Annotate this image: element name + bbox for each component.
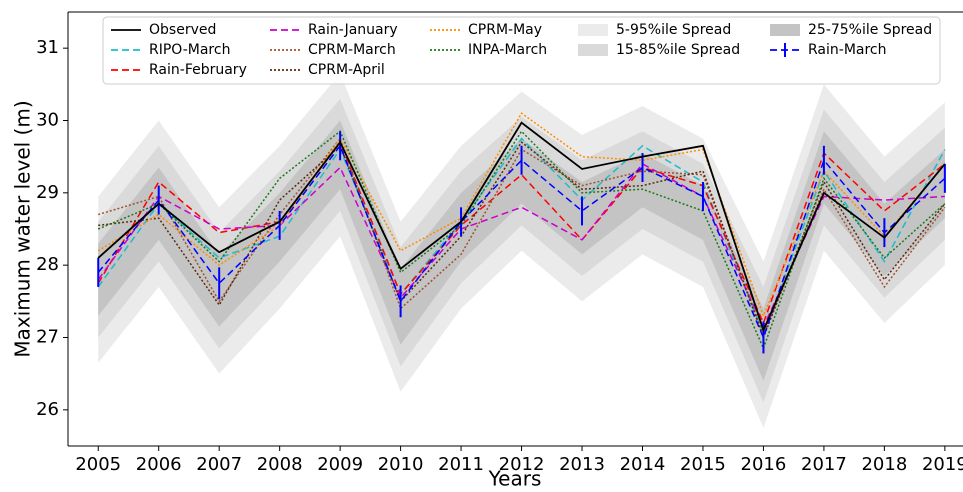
x-tick-label: 2005 bbox=[75, 454, 121, 475]
y-tick-label: 29 bbox=[36, 182, 59, 203]
y-axis-label: Maximum water level (m) bbox=[11, 100, 35, 357]
x-axis-label: Years bbox=[488, 467, 542, 491]
y-tick-label: 26 bbox=[36, 399, 59, 420]
legend-label: INPA-March bbox=[468, 42, 547, 58]
y-tick-label: 30 bbox=[36, 110, 59, 131]
legend-swatch bbox=[578, 44, 608, 56]
x-tick-label: 2011 bbox=[438, 454, 484, 475]
series-line bbox=[97, 162, 945, 329]
plot-area bbox=[97, 73, 946, 428]
legend-label: Observed bbox=[149, 22, 216, 38]
legend-swatch bbox=[578, 24, 608, 36]
x-tick-label: 2017 bbox=[801, 454, 847, 475]
legend: Observed RIPO-March Rain-February Rain-Janu… bbox=[102, 16, 941, 85]
x-tick-label: 2013 bbox=[559, 454, 605, 475]
x-tick-label: 2015 bbox=[680, 454, 726, 475]
x-tick-label: 2016 bbox=[741, 454, 787, 475]
legend-label: CPRM-May bbox=[468, 22, 542, 38]
x-tick-label: 2008 bbox=[257, 454, 303, 475]
legend-label: 25-75%ile Spread bbox=[808, 22, 932, 38]
series-line bbox=[97, 112, 946, 318]
x-tick-label: 2019 bbox=[922, 454, 963, 475]
x-tick-label: 2010 bbox=[378, 454, 424, 475]
x-tick-label: 2009 bbox=[317, 454, 363, 475]
legend-label: 15-85%ile Spread bbox=[616, 42, 740, 58]
legend-box bbox=[102, 16, 941, 85]
legend-label: CPRM-March bbox=[308, 42, 396, 58]
y-tick-label: 27 bbox=[36, 327, 59, 348]
series-line bbox=[97, 137, 946, 336]
y-tick-label: 28 bbox=[36, 254, 59, 275]
x-tick-label: 2018 bbox=[861, 454, 907, 475]
x-tick-label: 2007 bbox=[196, 454, 242, 475]
x-tick-label: 2006 bbox=[136, 454, 182, 475]
x-tick-label: 2014 bbox=[620, 454, 666, 475]
legend-label: Rain-February bbox=[149, 62, 247, 78]
legend-label: 5-95%ile Spread bbox=[616, 22, 731, 38]
series-line bbox=[97, 130, 946, 351]
legend-label: CPRM-April bbox=[308, 62, 385, 78]
legend-label: Rain-March bbox=[808, 42, 887, 58]
legend-swatch bbox=[770, 24, 800, 36]
y-tick-label: 31 bbox=[36, 37, 59, 58]
series-line bbox=[97, 121, 946, 333]
x-tick-label: 2012 bbox=[499, 454, 545, 475]
legend-label: Rain-January bbox=[308, 22, 398, 38]
legend-label: RIPO-March bbox=[149, 42, 230, 58]
series-line bbox=[97, 144, 946, 340]
